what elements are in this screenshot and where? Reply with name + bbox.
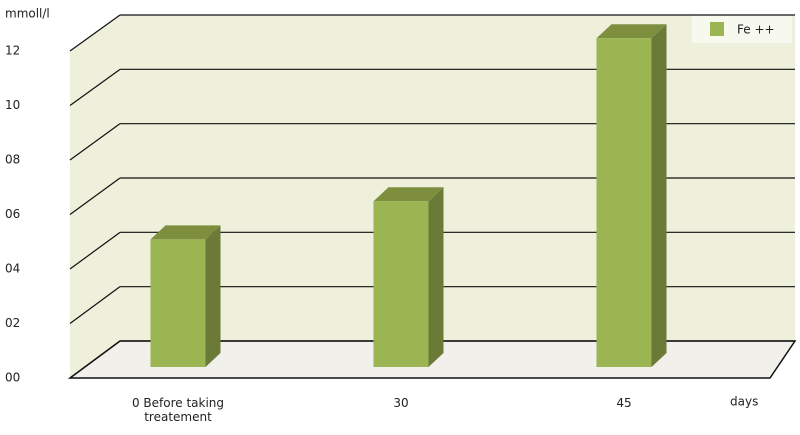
legend-box <box>692 15 792 43</box>
bar <box>596 24 667 368</box>
x-tick-label: 30 <box>393 396 409 410</box>
bar-side <box>205 225 221 367</box>
legend-label: Fe ++ <box>737 23 775 37</box>
y-axis-label: mmoll/l <box>5 7 50 21</box>
grid-line <box>69 286 121 324</box>
bar-side <box>428 187 444 367</box>
grid-line <box>69 123 121 161</box>
y-tick-label: 10 <box>5 98 20 112</box>
grid-line <box>69 177 121 215</box>
bar <box>373 187 444 367</box>
x-axis-label: days <box>730 395 758 409</box>
x-tick-label: 0 Before taking treatement <box>131 396 225 424</box>
y-tick-label: 08 <box>5 153 20 167</box>
bar-front <box>596 38 652 368</box>
grid-line <box>69 14 121 52</box>
bar <box>150 225 221 367</box>
y-tick-label: 12 <box>5 44 20 58</box>
bar-top <box>150 225 221 240</box>
grid-line <box>69 231 121 270</box>
legend-swatch <box>710 22 724 36</box>
y-tick-label: 02 <box>5 316 20 330</box>
x-tick-label: 45 <box>616 396 632 410</box>
bar-top <box>373 187 444 202</box>
y-tick-label: 00 <box>5 371 20 385</box>
bar-side <box>651 24 667 368</box>
grid-line <box>69 68 121 106</box>
grid-line <box>69 340 121 379</box>
y-tick-label: 06 <box>5 207 20 221</box>
bar-front <box>150 239 206 367</box>
bar-front <box>373 201 429 367</box>
bar-top <box>596 24 667 39</box>
y-tick-label: 04 <box>5 262 20 276</box>
